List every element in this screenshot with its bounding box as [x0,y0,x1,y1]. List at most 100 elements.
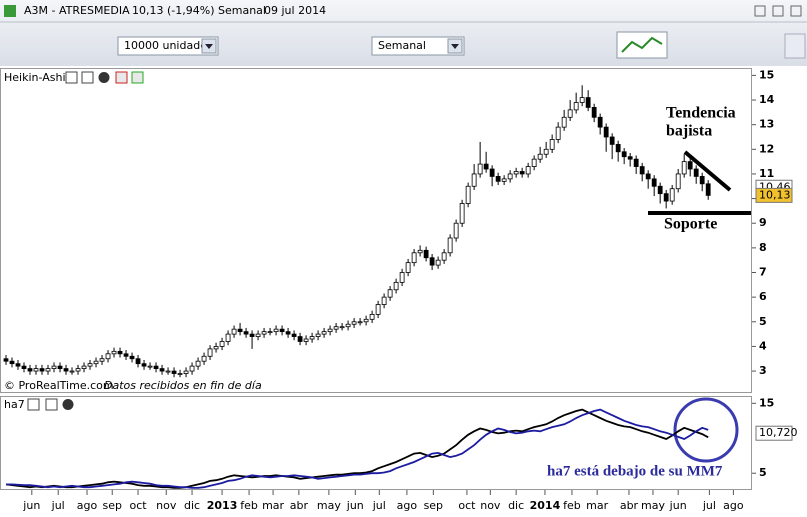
candle-body [75,368,81,372]
candle-body [171,370,177,374]
candle-body [33,368,39,372]
candle-body [189,365,195,372]
minimize-button[interactable] [754,5,766,17]
candle-body [273,328,279,333]
candle-body [261,331,267,335]
x-tick-label: 2013 [207,499,238,512]
candle-body [321,331,327,335]
side-button[interactable] [784,33,806,59]
candle-body [93,360,99,365]
window-icon[interactable] [45,398,58,411]
arrow-icon [451,44,459,49]
candle-body [291,333,297,337]
down-icon[interactable] [115,71,128,84]
candle-body [159,368,165,372]
y-tick-label: 6 [759,290,767,303]
candle-body [591,107,597,118]
candle-body [249,333,255,337]
y-tick-label: 12 [759,142,774,155]
candle-body [639,166,645,175]
candle-body [483,163,489,170]
highlight-circle [673,397,739,463]
x-tick-label: jul [702,499,716,512]
close-icon[interactable] [98,72,110,83]
candle-body [303,338,309,342]
up-icon[interactable] [131,71,144,84]
maximize-button[interactable] [772,5,784,17]
x-tick-label: jun [669,499,687,512]
x-tick-label: jul [51,499,65,512]
candle-body [555,126,561,140]
candle-body [363,318,369,323]
candle-body [453,222,459,239]
x-tick-label: may [641,499,665,512]
y-tick-label: 11 [759,167,774,180]
candle-body [219,341,225,347]
candle-body [15,363,21,367]
price-marker-label: 10,13 [759,188,791,201]
candle-body [147,365,153,368]
candle-body [375,304,381,315]
units-dropdown[interactable] [117,36,219,56]
close-icon[interactable] [62,399,74,410]
candle-body [177,373,183,375]
candle-body [507,173,513,180]
candle-body [417,249,423,254]
settings-icon[interactable] [27,398,40,411]
candle-body [81,365,87,369]
y-tick-label: 3 [759,364,767,377]
candle-body [435,259,441,266]
y-tick-label: 13 [759,118,774,131]
window-icon[interactable] [81,71,94,84]
y-tick-label: 14 [759,93,775,106]
footer-source: © ProRealTime.com [4,379,114,392]
y-tick-label: 8 [759,241,767,254]
trend-line [683,150,732,192]
indicator-button[interactable] [616,31,668,59]
candle-body [411,252,417,264]
candle-body [129,355,135,360]
candle-body [663,193,669,202]
candle-body [357,321,363,324]
candle-body [201,355,207,362]
candle-body [405,262,411,273]
close-button[interactable] [790,5,802,17]
candle-body [63,368,69,372]
window-period: Semanal [218,4,266,17]
candle-body [537,153,543,160]
candle-body [459,203,465,224]
candle-body [111,350,117,355]
chart-area [0,66,807,517]
annotation: Soporte [664,216,717,233]
candle-body [267,331,273,334]
candle-body [57,365,63,369]
candle-body [399,272,405,283]
candle-body [609,136,615,145]
settings-icon[interactable] [65,71,78,84]
candle-body [327,328,333,333]
period-dropdown[interactable] [371,36,465,56]
x-tick-label: nov [480,499,501,512]
candle-body [543,148,549,155]
candle-body [297,336,303,342]
candle-body [585,97,591,108]
candle-body [153,365,159,369]
candle-body [345,323,351,328]
period-value: Semanal [378,39,426,52]
candle-body [225,333,231,342]
candle-body [645,173,651,180]
candle-body [165,370,171,373]
units-value: 10000 unidades [124,39,213,52]
x-tick-label: jun [346,499,364,512]
candle-body [315,333,321,337]
candle-body [705,183,711,196]
window-quote: 10,13 (-1,94%) [132,4,214,17]
candle-body [183,370,189,374]
candle-body [675,173,681,190]
candle-body [441,252,447,261]
window-date: 09 jul 2014 [264,4,326,17]
candle-body [471,173,477,187]
candle-body [687,161,693,170]
app-icon [4,5,16,17]
